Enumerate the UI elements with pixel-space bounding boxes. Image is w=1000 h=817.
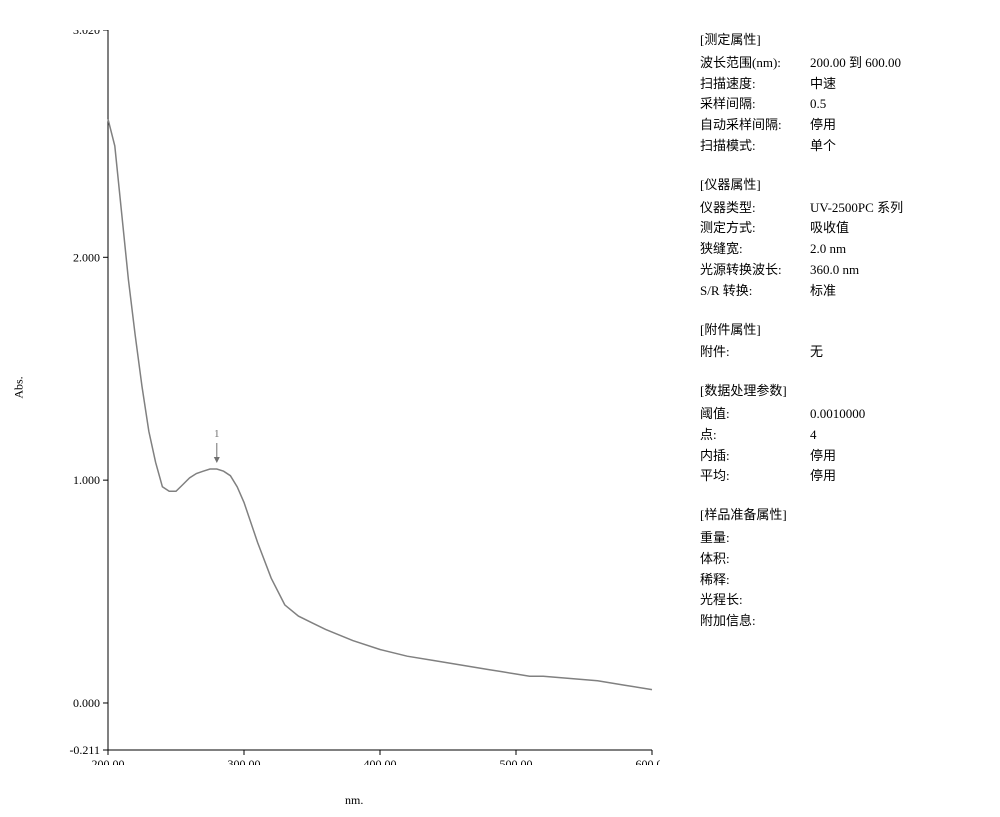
property-row: 重量:	[700, 528, 990, 549]
y-axis-label: Abs.	[12, 376, 27, 398]
property-label: 自动采样间隔:	[700, 115, 810, 136]
property-row: 波长范围(nm):200.00 到 600.00	[700, 53, 990, 74]
property-value: 2.0 nm	[810, 239, 990, 260]
property-row: 光程长:	[700, 590, 990, 611]
property-value: 吸收值	[810, 218, 990, 239]
property-row: 平均:停用	[700, 466, 990, 487]
property-row: 采样间隔:0.5	[700, 94, 990, 115]
property-value: 200.00 到 600.00	[810, 53, 990, 74]
properties-panel: [测定属性]波长范围(nm):200.00 到 600.00扫描速度:中速采样间…	[700, 30, 990, 650]
property-label: 附加信息:	[700, 611, 810, 632]
property-value: 0.5	[810, 94, 990, 115]
spectrum-line	[108, 119, 652, 690]
chart-svg: -0.211 0.000 1.000 2.000 3.020 200.00 300.00 40…	[52, 30, 660, 765]
property-row: S/R 转换:标准	[700, 281, 990, 302]
x-tick-label: 500.00	[500, 757, 533, 765]
property-value	[810, 590, 990, 611]
property-label: 体积:	[700, 549, 810, 570]
property-value: 停用	[810, 115, 990, 136]
x-tick-label: 600.00	[636, 757, 661, 765]
property-label: 狭缝宽:	[700, 239, 810, 260]
property-value	[810, 528, 990, 549]
properties-section: [样品准备属性]重量:体积:稀释:光程长:附加信息:	[700, 505, 990, 632]
property-value	[810, 570, 990, 591]
property-label: 内插:	[700, 446, 810, 467]
properties-section: [仪器属性]仪器类型:UV-2500PC 系列测定方式:吸收值狭缝宽:2.0 n…	[700, 175, 990, 302]
property-row: 附件:无	[700, 342, 990, 363]
property-value: 360.0 nm	[810, 260, 990, 281]
property-value: 标准	[810, 281, 990, 302]
property-value: 4	[810, 425, 990, 446]
property-row: 测定方式:吸收值	[700, 218, 990, 239]
property-value: 无	[810, 342, 990, 363]
property-value: 停用	[810, 466, 990, 487]
y-tick-label: 2.000	[73, 250, 100, 264]
property-row: 体积:	[700, 549, 990, 570]
property-label: 光程长:	[700, 590, 810, 611]
property-value: 停用	[810, 446, 990, 467]
property-label: 稀释:	[700, 570, 810, 591]
property-value: 中速	[810, 74, 990, 95]
section-title: [仪器属性]	[700, 175, 990, 196]
x-tick-label: 200.00	[92, 757, 125, 765]
properties-section: [测定属性]波长范围(nm):200.00 到 600.00扫描速度:中速采样间…	[700, 30, 990, 157]
properties-section: [附件属性]附件:无	[700, 320, 990, 364]
property-value: 单个	[810, 136, 990, 157]
property-row: 附加信息:	[700, 611, 990, 632]
property-label: 波长范围(nm):	[700, 53, 810, 74]
property-row: 狭缝宽:2.0 nm	[700, 239, 990, 260]
property-label: 仪器类型:	[700, 198, 810, 219]
property-row: 内插:停用	[700, 446, 990, 467]
property-row: 点:4	[700, 425, 990, 446]
property-row: 光源转换波长:360.0 nm	[700, 260, 990, 281]
property-row: 仪器类型:UV-2500PC 系列	[700, 198, 990, 219]
section-title: [数据处理参数]	[700, 381, 990, 402]
y-tick-label: -0.211	[69, 743, 100, 757]
property-label: 采样间隔:	[700, 94, 810, 115]
y-tick-label: 0.000	[73, 696, 100, 710]
property-label: 阈值:	[700, 404, 810, 425]
property-label: 附件:	[700, 342, 810, 363]
property-value	[810, 549, 990, 570]
section-title: [样品准备属性]	[700, 505, 990, 526]
property-row: 稀释:	[700, 570, 990, 591]
property-label: S/R 转换:	[700, 281, 810, 302]
property-label: 光源转换波长:	[700, 260, 810, 281]
peak-label: 1	[214, 428, 220, 440]
x-tick-label: 400.00	[364, 757, 397, 765]
properties-section: [数据处理参数]阈值:0.0010000点:4内插:停用平均:停用	[700, 381, 990, 487]
property-row: 扫描速度:中速	[700, 74, 990, 95]
section-title: [附件属性]	[700, 320, 990, 341]
y-tick-label: 1.000	[73, 473, 100, 487]
x-tick-label: 300.00	[228, 757, 261, 765]
property-label: 扫描速度:	[700, 74, 810, 95]
property-label: 点:	[700, 425, 810, 446]
property-label: 测定方式:	[700, 218, 810, 239]
property-label: 重量:	[700, 528, 810, 549]
property-row: 扫描模式:单个	[700, 136, 990, 157]
property-row: 阈值:0.0010000	[700, 404, 990, 425]
spectrum-chart: -0.211 0.000 1.000 2.000 3.020 200.00 300.00 40…	[52, 30, 660, 765]
property-value: UV-2500PC 系列	[810, 198, 990, 219]
y-tick-label: 3.020	[73, 30, 100, 37]
property-row: 自动采样间隔:停用	[700, 115, 990, 136]
peak-arrow-head	[214, 457, 220, 463]
x-axis-label: nm.	[345, 793, 363, 808]
property-value: 0.0010000	[810, 404, 990, 425]
section-title: [测定属性]	[700, 30, 990, 51]
property-label: 扫描模式:	[700, 136, 810, 157]
property-label: 平均:	[700, 466, 810, 487]
property-value	[810, 611, 990, 632]
